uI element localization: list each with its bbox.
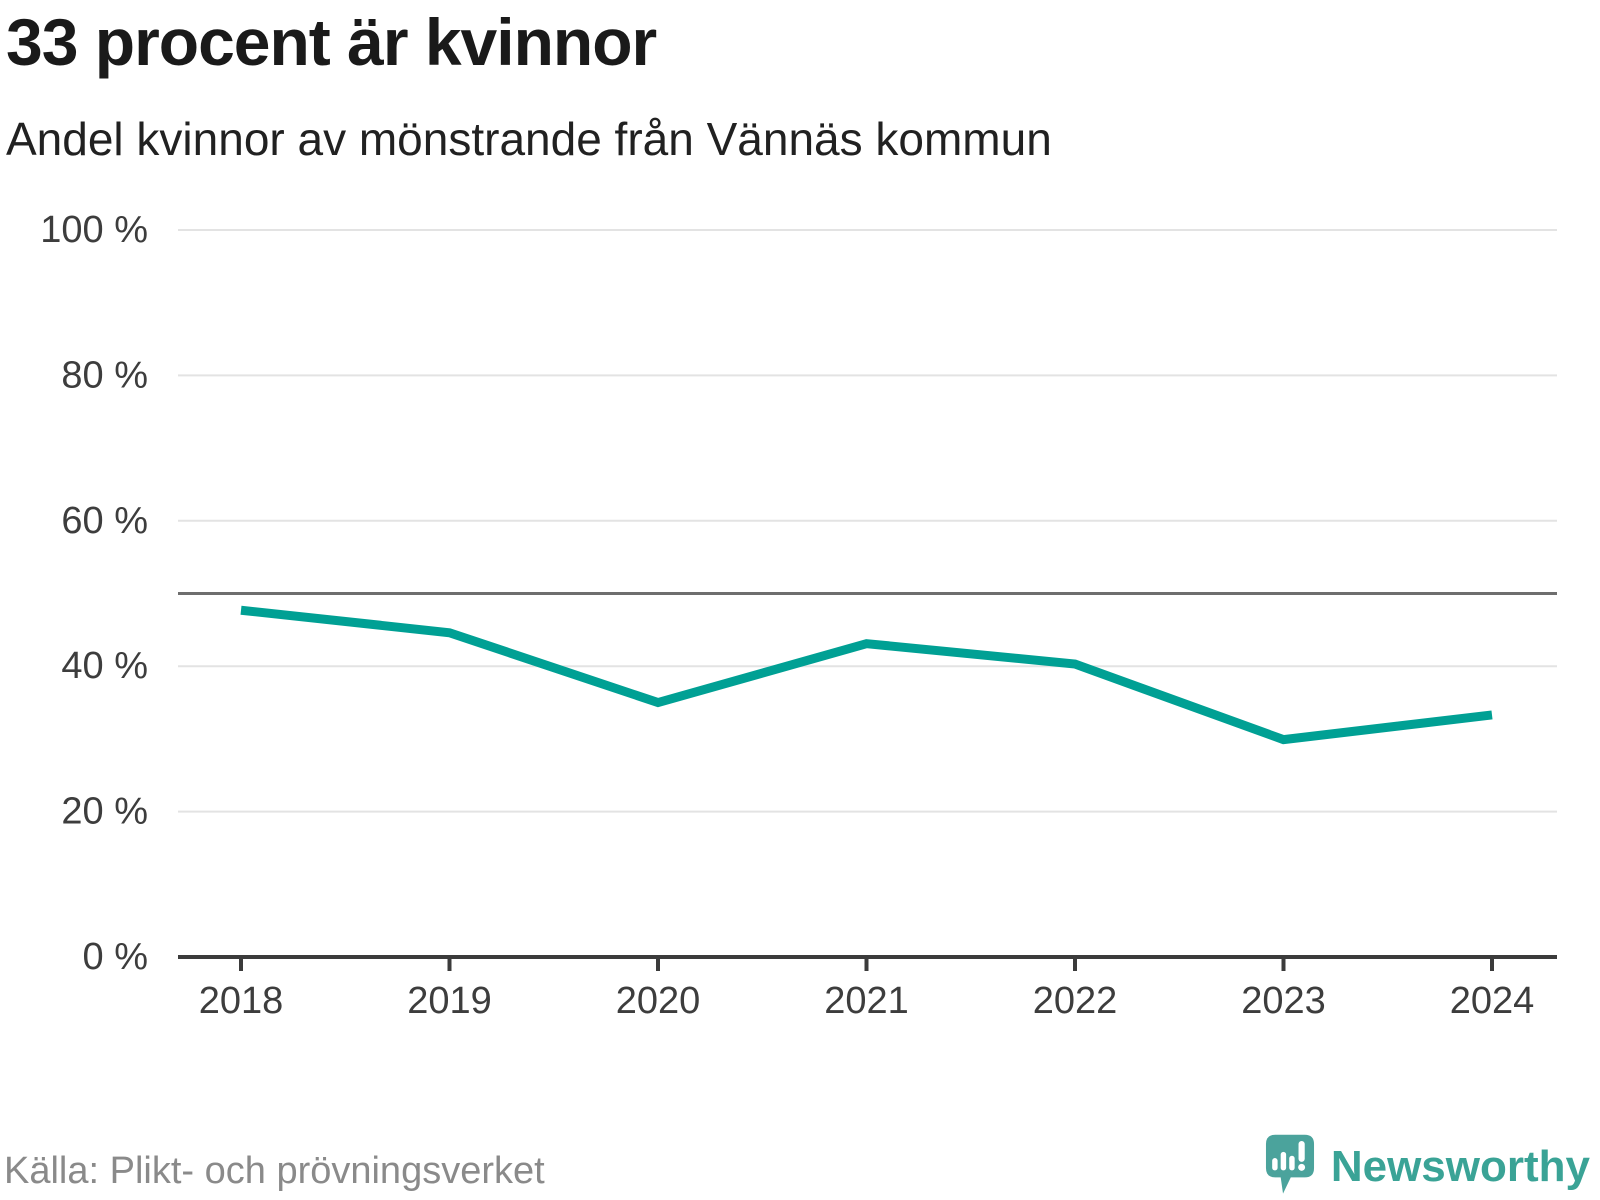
y-tick-label-60: 60 %: [61, 500, 148, 542]
exclamation-stem-icon: [1298, 1140, 1305, 1162]
x-tick-label-2023: 2023: [1241, 980, 1326, 1022]
x-tick-label-2021: 2021: [824, 980, 909, 1022]
x-tick-label-2020: 2020: [616, 980, 701, 1022]
x-tick-label-2024: 2024: [1450, 980, 1535, 1022]
x-tick-label-2022: 2022: [1033, 980, 1118, 1022]
data-line: [240, 605, 1493, 745]
y-tick-label-40: 40 %: [61, 645, 148, 687]
y-tick-label-20: 20 %: [61, 791, 148, 833]
bar-icon-tall: [1280, 1151, 1286, 1171]
x-tick-label-2018: 2018: [199, 980, 284, 1022]
newsworthy-logo: Newsworthy: [1265, 1134, 1590, 1196]
line-chart: 0 % 20 % 40 % 60 % 80 % 100 % 2018 2019 2020 2021…: [40, 209, 1557, 1022]
newsworthy-logo-icon: [1265, 1134, 1314, 1194]
newsworthy-logo-text: Newsworthy: [1330, 1142, 1590, 1191]
chart-subtitle: Andel kvinnor av mönstrande från Vännäs …: [6, 113, 1052, 165]
source-note: Källa: Plikt- och prövningsverket: [4, 1150, 545, 1192]
y-tick-label-0: 0 %: [83, 936, 148, 978]
bar-icon-medium: [1289, 1155, 1295, 1171]
bar-icon-small: [1272, 1158, 1278, 1171]
x-tick-label-2019: 2019: [407, 980, 492, 1022]
exclamation-dot-icon: [1297, 1163, 1305, 1171]
y-tick-label-80: 80 %: [61, 354, 148, 396]
y-tick-label-100: 100 %: [40, 209, 148, 251]
chart-title: 33 procent är kvinnor: [6, 5, 657, 79]
